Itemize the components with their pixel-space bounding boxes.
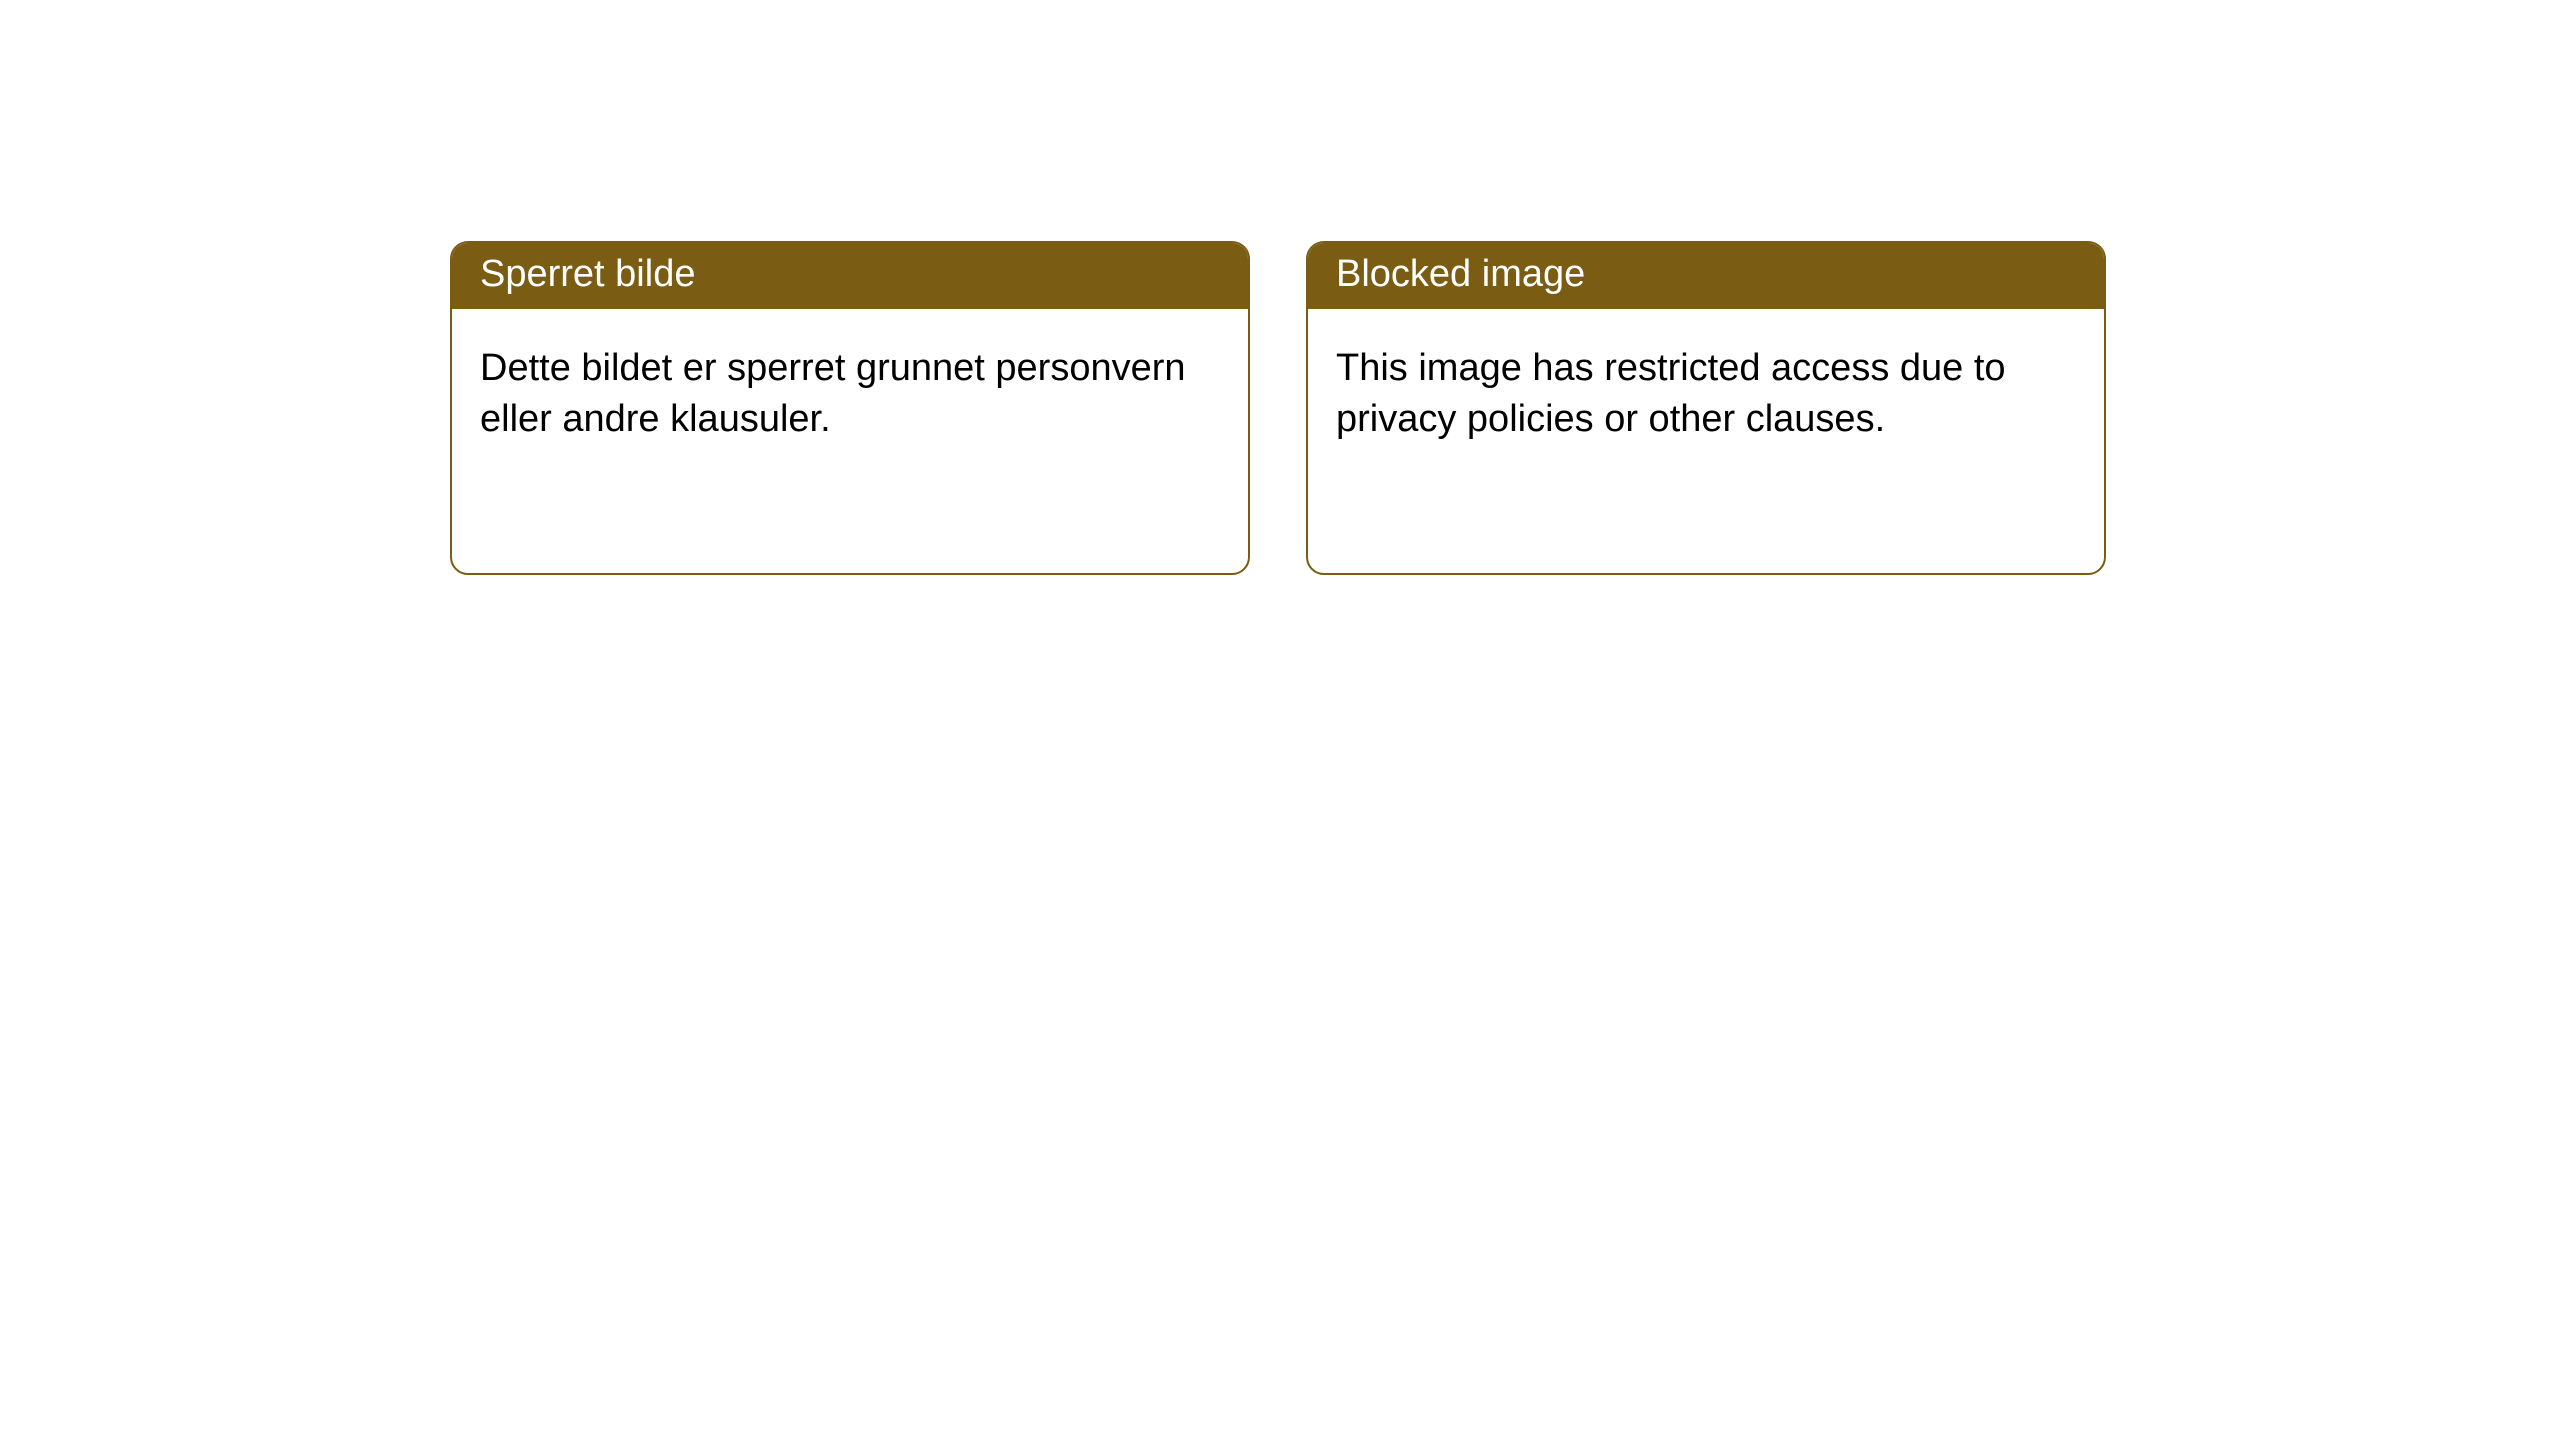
card-body-english: This image has restricted access due to …	[1308, 309, 2104, 480]
blocked-image-card-norwegian: Sperret bilde Dette bildet er sperret gr…	[450, 241, 1250, 575]
blocked-image-card-english: Blocked image This image has restricted …	[1306, 241, 2106, 575]
card-body-norwegian: Dette bildet er sperret grunnet personve…	[452, 309, 1248, 480]
notice-cards-container: Sperret bilde Dette bildet er sperret gr…	[0, 0, 2560, 575]
card-title-norwegian: Sperret bilde	[452, 243, 1248, 309]
card-title-english: Blocked image	[1308, 243, 2104, 309]
